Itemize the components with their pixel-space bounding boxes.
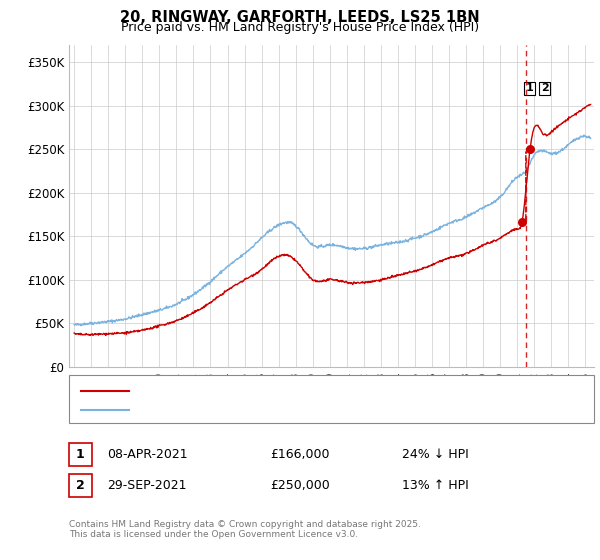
Text: HPI: Average price, semi-detached house, Leeds: HPI: Average price, semi-detached house,… <box>135 405 404 416</box>
Text: £166,000: £166,000 <box>270 448 329 461</box>
Text: 2: 2 <box>76 479 85 492</box>
Text: 29-SEP-2021: 29-SEP-2021 <box>107 479 187 492</box>
Text: 1: 1 <box>76 448 85 461</box>
Point <box>517 218 527 227</box>
Text: Contains HM Land Registry data © Crown copyright and database right 2025.
This d: Contains HM Land Registry data © Crown c… <box>69 520 421 539</box>
Text: 08-APR-2021: 08-APR-2021 <box>107 448 187 461</box>
Text: 20, RINGWAY, GARFORTH, LEEDS, LS25 1BN (semi-detached house): 20, RINGWAY, GARFORTH, LEEDS, LS25 1BN (… <box>135 386 512 396</box>
Text: £250,000: £250,000 <box>270 479 330 492</box>
Point <box>525 144 535 153</box>
Text: 13% ↑ HPI: 13% ↑ HPI <box>402 479 469 492</box>
Text: 1: 1 <box>526 83 533 94</box>
Text: 24% ↓ HPI: 24% ↓ HPI <box>402 448 469 461</box>
Text: 20, RINGWAY, GARFORTH, LEEDS, LS25 1BN: 20, RINGWAY, GARFORTH, LEEDS, LS25 1BN <box>120 10 480 25</box>
Text: Price paid vs. HM Land Registry's House Price Index (HPI): Price paid vs. HM Land Registry's House … <box>121 21 479 34</box>
Text: 2: 2 <box>541 83 548 94</box>
